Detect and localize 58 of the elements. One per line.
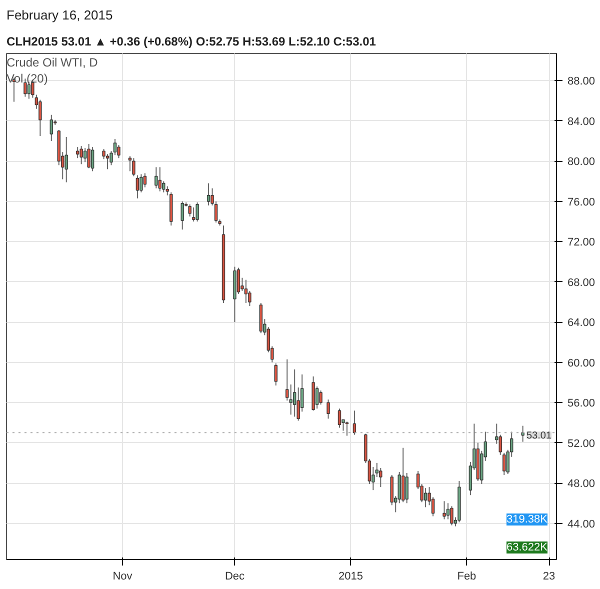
chart-title: February 16, 2015 <box>6 8 113 22</box>
candlestick <box>158 166 162 192</box>
x-tick-label: Dec <box>224 570 246 582</box>
annotation: 63.622K <box>506 542 548 554</box>
candlestick <box>128 156 132 172</box>
candlestick <box>446 502 450 520</box>
candlestick <box>76 146 80 159</box>
y-tick-label: 48.00 <box>568 478 596 490</box>
candlestick <box>192 206 196 222</box>
x-tick-label: Feb <box>457 570 476 582</box>
candlestick <box>424 488 428 508</box>
annotation: Crude Oil WTI, D <box>6 56 98 70</box>
candlestick <box>326 399 330 420</box>
candlestick <box>338 408 342 428</box>
candlestick <box>405 472 408 504</box>
candlestick <box>154 166 158 189</box>
y-tick-label: 64.00 <box>568 317 596 330</box>
candlestick <box>136 174 140 199</box>
candlestick <box>293 368 296 418</box>
ref-line-label: 53.01 <box>526 430 552 442</box>
candlestick <box>132 158 136 177</box>
y-tick-label: 72.00 <box>568 236 596 249</box>
candlestick <box>50 114 53 142</box>
candlestick <box>315 386 319 410</box>
annotation: Vol (20) <box>6 72 48 86</box>
candlestick <box>319 390 322 406</box>
candlestick <box>206 182 210 206</box>
x-tick-label: 2015 <box>338 570 363 582</box>
y-tick-label: 44.00 <box>568 518 596 530</box>
candlestick <box>442 500 446 520</box>
candlestick <box>345 421 349 436</box>
candlestick <box>24 78 27 98</box>
candlestick <box>90 146 94 172</box>
y-tick-label: 88.00 <box>568 76 596 88</box>
candlestick <box>143 172 147 188</box>
candlestick <box>180 200 184 230</box>
candlestick <box>289 384 292 416</box>
y-tick-label: 60.00 <box>568 357 596 370</box>
y-tick-label: 68.00 <box>568 276 596 289</box>
candlestick <box>80 146 83 165</box>
x-tick-label: 23 <box>542 570 556 582</box>
candlestick <box>196 202 199 222</box>
candlestick <box>87 144 90 169</box>
chart-subtitle: CLH2015 53.01 ▲ +0.36 (+0.68%) O:52.75 H:53.69 L:52.10 C:53.01 <box>6 34 376 48</box>
y-tick-label: 52.00 <box>568 438 596 450</box>
y-tick-label: 80.00 <box>568 156 596 168</box>
candlestick <box>450 506 454 526</box>
candlestick <box>64 136 68 183</box>
y-tick-label: 76.00 <box>568 196 596 208</box>
candlestick <box>244 279 248 304</box>
candlestick <box>286 358 289 402</box>
y-tick-label: 56.00 <box>568 398 596 410</box>
candlestick <box>274 362 278 386</box>
candlestick <box>521 425 524 442</box>
y-tick-label: 84.00 <box>568 116 596 128</box>
x-tick-label: Nov <box>112 570 133 582</box>
candlestick <box>379 467 382 488</box>
annotation: 319.38K <box>506 514 548 526</box>
